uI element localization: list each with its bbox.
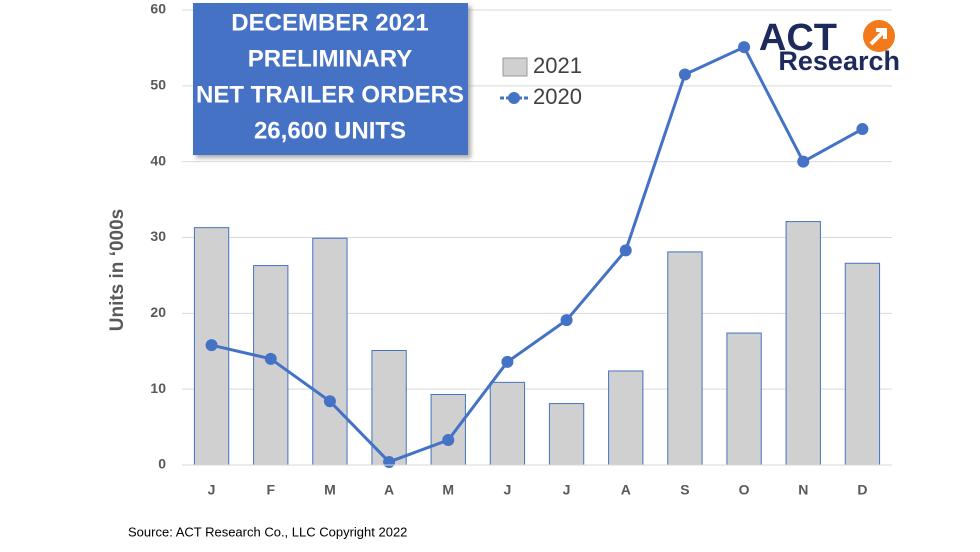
legend: 2021 2020 bbox=[500, 53, 582, 109]
bar bbox=[608, 370, 644, 466]
x-tick-label: D bbox=[857, 482, 867, 498]
x-tick-label: J bbox=[208, 482, 216, 498]
logo-text: Research bbox=[778, 46, 900, 76]
title-line: 26,600 UNITS bbox=[254, 117, 406, 144]
y-tick-label: 50 bbox=[150, 77, 166, 93]
marker bbox=[501, 355, 514, 368]
x-tick-label: M bbox=[442, 482, 454, 498]
marker bbox=[442, 433, 455, 446]
marker bbox=[856, 123, 869, 136]
bar bbox=[844, 262, 881, 466]
y-tick-label: 20 bbox=[150, 304, 166, 320]
marker bbox=[797, 155, 810, 168]
x-tick-label: A bbox=[384, 482, 394, 498]
y-tick-label: 30 bbox=[150, 228, 166, 244]
logo-arrow bbox=[869, 28, 887, 46]
x-tick-label: S bbox=[680, 482, 689, 498]
source-note: Source: ACT Research Co., LLC Copyright … bbox=[128, 524, 407, 539]
y-axis-label: Units in ‘000s bbox=[107, 209, 128, 332]
marker bbox=[560, 314, 573, 327]
y-tick-label: 0 bbox=[158, 456, 166, 472]
marker bbox=[323, 395, 336, 408]
title-line: PRELIMINARY bbox=[248, 45, 412, 72]
legend-label: 2020 bbox=[533, 84, 582, 109]
bar bbox=[726, 332, 762, 466]
y-tick-label: 60 bbox=[150, 1, 166, 17]
x-tick-label: A bbox=[621, 482, 631, 498]
legend-label: 2021 bbox=[533, 53, 582, 78]
x-tick-label: O bbox=[739, 482, 750, 498]
x-tick-label: F bbox=[266, 482, 275, 498]
y-tick-label: 40 bbox=[150, 152, 166, 168]
marker bbox=[619, 244, 632, 257]
bar bbox=[785, 221, 821, 466]
line bbox=[211, 45, 864, 464]
logo-text: ACT bbox=[759, 17, 837, 59]
title-line: NET TRAILER ORDERS bbox=[196, 81, 464, 108]
x-tick-label: M bbox=[324, 482, 336, 498]
bar bbox=[371, 349, 407, 466]
y-tick-label: 10 bbox=[150, 380, 166, 396]
marker bbox=[383, 455, 396, 468]
title: DECEMBER 2021 PRELIMINARY NET TRAILER ORDE… bbox=[196, 9, 464, 144]
marker bbox=[264, 352, 277, 365]
marker bbox=[678, 68, 691, 81]
bar bbox=[312, 237, 348, 466]
x-tick-label: N bbox=[798, 482, 808, 498]
bar bbox=[548, 403, 585, 466]
bar bbox=[430, 393, 466, 466]
x-tick-label: J bbox=[504, 482, 512, 498]
marker bbox=[738, 41, 751, 54]
x-tick-label: J bbox=[563, 482, 571, 498]
marker bbox=[205, 339, 218, 352]
title-box bbox=[193, 3, 468, 155]
bar bbox=[667, 251, 703, 466]
title-line: DECEMBER 2021 bbox=[231, 9, 428, 36]
legend-swatch bbox=[502, 57, 528, 77]
bar bbox=[489, 381, 526, 466]
legend-swatch bbox=[508, 92, 520, 104]
bar bbox=[253, 265, 289, 466]
